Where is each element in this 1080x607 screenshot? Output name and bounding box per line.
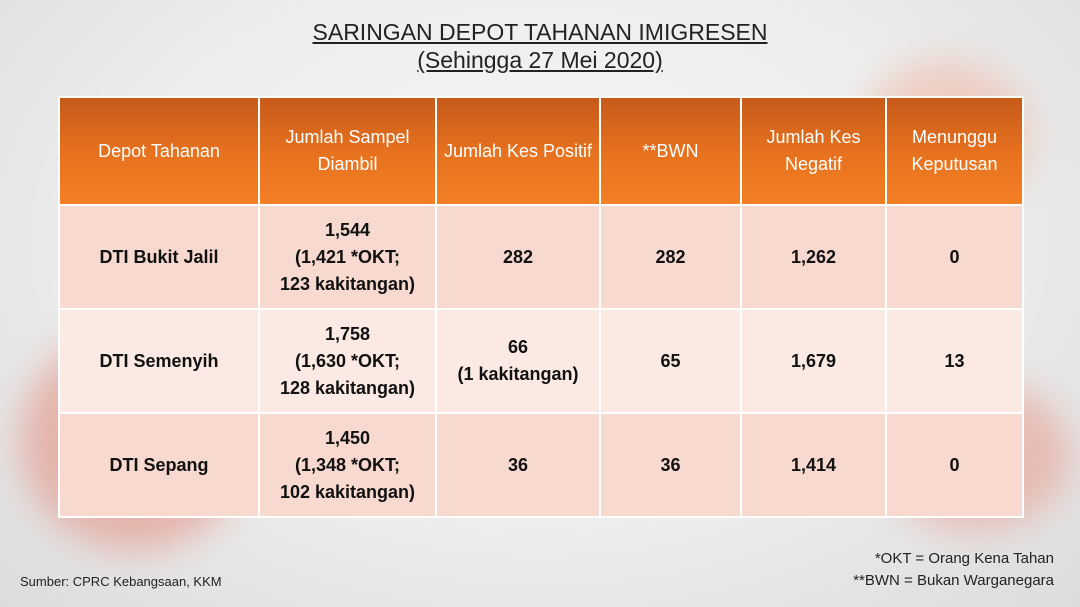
- cell-bwn: 36: [599, 412, 742, 518]
- header-menunggu: Menunggu Keputusan: [885, 96, 1024, 206]
- cell-negatif: 1,262: [740, 204, 887, 310]
- cell-negatif: 1,414: [740, 412, 887, 518]
- cell-bwn: 282: [599, 204, 742, 310]
- legend-bwn: **BWN = Bukan Warganegara: [853, 572, 1054, 589]
- header-positif: Jumlah Kes Positif: [435, 96, 601, 206]
- title-line-2: (Sehingga 27 Mei 2020): [417, 47, 663, 73]
- legend-okt: *OKT = Orang Kena Tahan: [874, 550, 1054, 567]
- title-line-1: SARINGAN DEPOT TAHANAN IMIGRESEN: [312, 19, 768, 45]
- cell-depot: DTI Sepang: [58, 412, 260, 518]
- cell-sampel: 1,758 (1,630 *OKT; 128 kakitangan): [258, 308, 437, 414]
- cell-menunggu: 0: [885, 204, 1024, 310]
- cell-positif: 66 (1 kakitangan): [435, 308, 601, 414]
- header-depot: Depot Tahanan: [58, 96, 260, 206]
- legend-notes: *OKT = Orang Kena Tahan **BWN = Bukan Wa…: [853, 548, 1054, 592]
- cell-positif: 36: [435, 412, 601, 518]
- table-row: DTI Sepang 1,450 (1,348 *OKT; 102 kakita…: [58, 412, 1024, 518]
- cell-bwn: 65: [599, 308, 742, 414]
- header-sampel: Jumlah Sampel Diambil: [258, 96, 437, 206]
- header-negatif: Jumlah Kes Negatif: [740, 96, 887, 206]
- cell-positif: 282: [435, 204, 601, 310]
- cell-sampel: 1,544 (1,421 *OKT; 123 kakitangan): [258, 204, 437, 310]
- cell-depot: DTI Bukit Jalil: [58, 204, 260, 310]
- table-row: DTI Bukit Jalil 1,544 (1,421 *OKT; 123 k…: [58, 204, 1024, 310]
- header-bwn: **BWN: [599, 96, 742, 206]
- screening-table: Depot Tahanan Jumlah Sampel Diambil Juml…: [58, 96, 1024, 518]
- table-header-row: Depot Tahanan Jumlah Sampel Diambil Juml…: [58, 96, 1024, 206]
- cell-menunggu: 0: [885, 412, 1024, 518]
- table-row: DTI Semenyih 1,758 (1,630 *OKT; 128 kaki…: [58, 308, 1024, 414]
- cell-negatif: 1,679: [740, 308, 887, 414]
- cell-menunggu: 13: [885, 308, 1024, 414]
- source-note: Sumber: CPRC Kebangsaan, KKM: [20, 574, 222, 589]
- cell-depot: DTI Semenyih: [58, 308, 260, 414]
- cell-sampel: 1,450 (1,348 *OKT; 102 kakitangan): [258, 412, 437, 518]
- page-title: SARINGAN DEPOT TAHANAN IMIGRESEN (Sehing…: [0, 18, 1080, 74]
